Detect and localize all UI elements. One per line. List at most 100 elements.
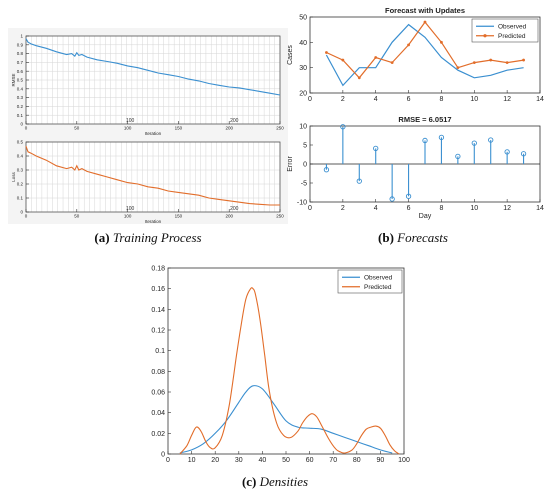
forecast-point [357, 76, 361, 80]
y-tick-label: 0.4 [17, 86, 24, 91]
y-tick-label: 0.08 [151, 369, 165, 376]
y-tick-label: 0.5 [17, 78, 24, 83]
x-tick-label: 6 [407, 96, 411, 103]
density-line-predicted [179, 287, 400, 455]
y-tick-label: 0.4 [17, 154, 24, 159]
panel-training: 0 50 100 150 200 250 0 0.1 0.2 0.3 0.4 0.5 0.6 0.7 0.8… [8, 28, 288, 224]
x-tick-label: 12 [503, 205, 511, 212]
y-tick-label: -5 [301, 180, 307, 187]
y-tick-label: 0.04 [151, 410, 165, 417]
y-axis-label: Cases [287, 45, 294, 65]
y-tick-label: 0.1 [17, 196, 24, 201]
y-tick-label: 0 [20, 210, 23, 215]
y-tick-label: 0.06 [151, 389, 165, 396]
x-tick-label: 12 [503, 96, 511, 103]
forecast-point [390, 61, 394, 64]
x-tick-label: 90 [377, 457, 385, 464]
caption-a-label: (a) [94, 230, 110, 245]
loss-series-line [25, 146, 280, 206]
error-marker [504, 149, 510, 155]
y-tick-label: 0.8 [17, 51, 24, 56]
error-marker [471, 140, 477, 146]
x-axis-label: Day [419, 213, 432, 220]
caption-b-label: (b) [378, 230, 394, 245]
loss-chart: 0 50 100 150 200 250 0 0.1 0.2 0.3 0.4 0.5 Iteration… [11, 140, 284, 224]
x-tick-label: 20 [211, 457, 219, 464]
error-marker [422, 137, 428, 144]
x-tick-label: 0 [25, 126, 28, 131]
error-marker [488, 137, 494, 143]
y-tick-label: 0.14 [151, 307, 165, 314]
y-tick-label: 50 [299, 14, 307, 21]
x-tick-label: 4 [374, 205, 378, 212]
caption-a-text: Training Process [112, 230, 202, 245]
x-tick-label: 10 [470, 205, 478, 212]
x-tick-label: 100 [124, 126, 132, 131]
x-tick-label: 100 [398, 457, 410, 464]
forecast-point [374, 56, 378, 59]
forecast-point [472, 61, 476, 64]
error-marker [389, 196, 395, 202]
forecast-point [407, 43, 410, 47]
y-tick-label: 0.6 [17, 69, 24, 74]
y-tick-label: 0.02 [151, 431, 165, 438]
y-tick-label: 5 [303, 142, 307, 149]
y-tick-label: -10 [297, 199, 307, 206]
y-axis-label: RMSE [11, 73, 16, 86]
x-tick-label: 150 [175, 214, 183, 219]
x-tick-label: 8 [439, 205, 443, 212]
error-marker [373, 145, 379, 152]
x-tick-label: 150 [175, 126, 183, 131]
y-tick-label: 0.3 [17, 168, 24, 173]
x-tick-label: 40 [259, 457, 267, 464]
y-tick-label: 0.9 [17, 42, 24, 47]
caption-c-text: Densities [259, 474, 309, 489]
legend-entry: Observed [498, 24, 527, 31]
x-tick-label: 60 [306, 457, 314, 464]
x-tick-label: 0 [166, 457, 170, 464]
axes-frame [167, 267, 405, 455]
y-tick-label: 40 [299, 40, 307, 47]
error-marker [520, 151, 527, 157]
legend-marker [483, 34, 487, 38]
x-tick-label: 2 [341, 205, 345, 212]
x-tick-label: 14 [536, 205, 544, 212]
y-tick-label: 0.18 [151, 265, 165, 272]
y-axis-label: Loss [11, 172, 16, 182]
x-tick-label: 30 [235, 457, 243, 464]
y-tick-label: 0 [20, 122, 23, 127]
y-tick-label: 30 [299, 65, 307, 72]
y-tick-label: 0.1 [17, 113, 24, 118]
y-tick-label: 0 [303, 161, 307, 168]
y-tick-label: 0.7 [17, 60, 24, 65]
y-tick-label: 0.2 [17, 104, 24, 109]
forecast-point [440, 40, 443, 44]
legend-entry: Predicted [364, 284, 392, 291]
rmse-chart: 0 50 100 150 200 250 0 0.1 0.2 0.3 0.4 0.5 0.6 0.7 0.8… [11, 34, 284, 136]
x-tick-label: 6 [407, 205, 411, 212]
error-chart: 0 2 4 6 8 10 12 14 -10 -5 0 5 10 Day Error RMSE = 6.051… [287, 115, 544, 220]
y-tick-label: 0.16 [151, 286, 165, 293]
x-tick-label: 4 [374, 96, 378, 103]
forecast-point [505, 61, 509, 64]
inner-label: 100 [126, 206, 135, 212]
chart-title: Forecast with Updates [385, 6, 465, 15]
caption-b: (b) Forecasts [348, 230, 478, 246]
legend-entry: Predicted [498, 33, 526, 40]
x-tick-label: 0 [308, 96, 312, 103]
y-tick-label: 10 [299, 123, 307, 130]
legend-entry: Observed [364, 275, 393, 282]
axes-frame [309, 16, 541, 94]
caption-b-text: Forecasts [397, 230, 448, 245]
forecast-chart: 0 2 4 6 8 10 12 14 20 30 40 50 Cases Forecast with Up… [287, 6, 544, 103]
x-tick-label: 50 [74, 126, 80, 131]
caption-c: (c) Densities [210, 474, 340, 490]
x-tick-label: 250 [276, 214, 284, 219]
x-tick-label: 10 [188, 457, 196, 464]
forecast-point [325, 51, 328, 54]
x-axis-label: Iteration [145, 219, 162, 224]
chart-title: RMSE = 6.0517 [398, 115, 451, 124]
error-marker [340, 124, 346, 130]
panel-forecasts: 0 2 4 6 8 10 12 14 20 30 40 50 Cases Forecast with Up… [284, 4, 550, 230]
x-tick-label: 8 [439, 96, 443, 103]
